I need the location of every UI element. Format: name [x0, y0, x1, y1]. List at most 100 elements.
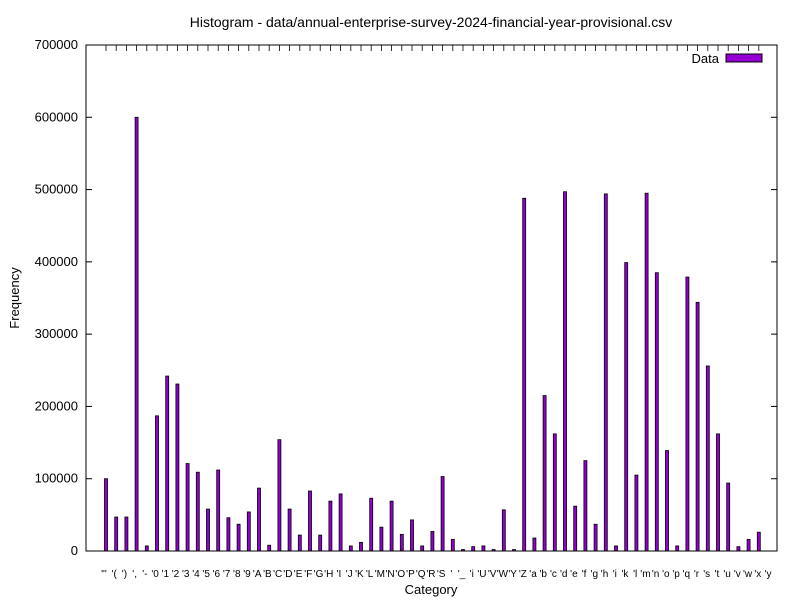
- bar: [328, 500, 333, 552]
- x-tick-label: '8: [233, 569, 241, 580]
- x-tick-label: 'R: [426, 569, 435, 580]
- bar: [726, 482, 731, 552]
- bar: [440, 476, 445, 552]
- x-tick-label: 'F: [304, 569, 312, 580]
- x-tick-label: 'i: [470, 569, 474, 580]
- y-tick-label: 0: [71, 543, 78, 558]
- x-tick-label: 'p: [672, 569, 680, 580]
- x-tick-label: 's: [703, 569, 710, 580]
- x-tick-label: '): [122, 569, 127, 580]
- axis-ticks: [86, 44, 777, 552]
- bar: [552, 433, 557, 552]
- bar: [104, 478, 108, 552]
- x-tick-label: '9: [243, 569, 251, 580]
- bar: [308, 490, 312, 552]
- bar: [583, 460, 588, 552]
- bar: [736, 546, 741, 552]
- bar: [532, 537, 537, 552]
- bar: [348, 545, 353, 552]
- bar: [593, 523, 598, 552]
- bar: [144, 545, 149, 552]
- x-tick-label: 'c: [550, 569, 557, 580]
- bar: [695, 301, 700, 552]
- bar: [226, 517, 231, 552]
- bar: [359, 541, 363, 552]
- bar: [410, 519, 414, 552]
- x-tick-label: 'h: [601, 569, 608, 580]
- x-tick-label: 'S: [437, 569, 446, 580]
- bar: [155, 415, 159, 552]
- x-tick-label: 'a: [529, 569, 537, 580]
- x-tick-label: 'l: [633, 569, 637, 580]
- bar: [124, 516, 129, 552]
- bar: [389, 500, 394, 552]
- bar: [165, 375, 170, 552]
- x-tick-label: 'f: [582, 569, 587, 580]
- x-tick-label: 'I: [337, 569, 342, 580]
- x-tick-label: 'D: [283, 569, 292, 580]
- x-tick-label: 'x: [754, 569, 761, 580]
- x-tick-label: '0: [151, 569, 159, 580]
- bar: [277, 439, 282, 552]
- x-tick-label: 'Y: [508, 569, 517, 580]
- bar: [603, 193, 608, 552]
- legend: Data: [692, 51, 763, 66]
- x-tick-label: 'g: [591, 569, 598, 580]
- bar: [644, 192, 649, 552]
- bar: [379, 526, 384, 552]
- y-tick-label: 400000: [35, 254, 78, 269]
- x-tick-label: 'o: [662, 569, 670, 580]
- x-tick-label: 'd: [560, 569, 567, 580]
- x-tick-label: ',: [132, 569, 137, 580]
- bar: [675, 545, 680, 552]
- x-tick-label: 'E: [294, 569, 303, 580]
- x-tick-label: ': [450, 569, 452, 580]
- x-tick-label: 'q: [683, 569, 690, 580]
- x-tick-label: 'y: [765, 569, 772, 580]
- x-tick-label: 'G: [314, 569, 324, 580]
- bar: [318, 534, 323, 552]
- y-tick-label: 300000: [35, 326, 78, 341]
- x-tick-label: 't: [715, 569, 720, 580]
- x-tick-label: 'H: [324, 569, 333, 580]
- x-tick-label: 'J: [346, 569, 353, 580]
- x-tick-label: 'Q: [416, 569, 426, 580]
- bar: [369, 497, 374, 552]
- bar: [297, 534, 302, 552]
- x-tick-label: 'K: [355, 569, 364, 580]
- bar: [481, 545, 486, 552]
- y-tick-label: 500000: [35, 182, 78, 197]
- bar: [399, 533, 404, 552]
- x-tick-label: 'C: [273, 569, 282, 580]
- x-tick-label: '1: [162, 569, 170, 580]
- y-tick-label: 100000: [35, 471, 78, 486]
- legend-swatch: [725, 53, 763, 63]
- x-tick-label: '5: [202, 569, 210, 580]
- x-tick-label: 'b: [540, 569, 548, 580]
- x-tick-label: 'A: [253, 569, 262, 580]
- plot-frame: [85, 44, 778, 552]
- y-tick-labels: 0 100000 200000 300000 400000 500000 600000 700…: [35, 37, 78, 558]
- x-tick-label: 'n: [652, 569, 659, 580]
- chart-title: Histogram - data/annual-enterprise-surve…: [190, 14, 672, 30]
- x-tick-label: '7: [223, 569, 231, 580]
- x-tick-label: '6: [213, 569, 221, 580]
- bar: [614, 545, 618, 552]
- bar: [624, 262, 629, 552]
- x-tick-label: 'O: [395, 569, 405, 580]
- x-tick-label: 'P: [406, 569, 415, 580]
- bar: [114, 516, 119, 552]
- y-tick-label: 700000: [35, 37, 78, 52]
- bar: [634, 474, 639, 552]
- x-tick-label: 'B: [263, 569, 272, 580]
- x-tick-label: 'r: [694, 569, 700, 580]
- legend-label: Data: [692, 51, 720, 66]
- x-axis-label: Category: [405, 582, 458, 597]
- x-tick-label: '(: [112, 569, 118, 580]
- x-tick-label: '-: [142, 569, 147, 580]
- bar: [522, 197, 527, 552]
- bar: [573, 505, 578, 552]
- bar: [338, 493, 343, 552]
- bar: [134, 116, 139, 552]
- y-tick-label: 200000: [35, 398, 78, 413]
